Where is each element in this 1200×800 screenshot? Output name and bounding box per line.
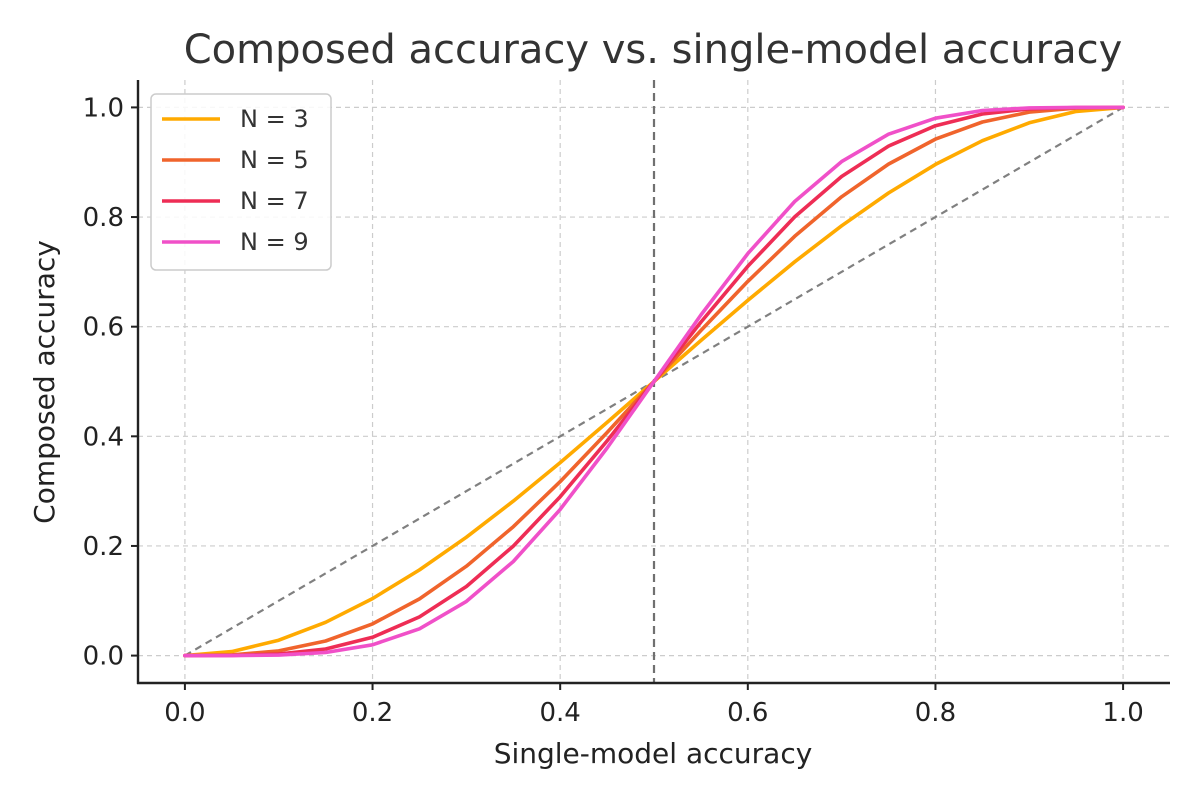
- series-lines: [183, 105, 1125, 658]
- legend-label: N = 7: [240, 187, 309, 215]
- x-tick-label: 1.0: [1102, 698, 1143, 728]
- legend-label: N = 9: [240, 228, 309, 256]
- series-line: [183, 105, 1125, 658]
- x-tick-label: 0.6: [727, 698, 768, 728]
- y-tick-label: 0.6: [83, 313, 124, 343]
- y-tick-label: 0.2: [83, 532, 124, 562]
- y-axis-label: Composed accuracy: [28, 240, 61, 524]
- y-tick-label: 0.8: [83, 203, 124, 233]
- y-tick-label: 0.0: [83, 642, 124, 672]
- legend: N = 3 N = 5 N = 7 N = 9: [150, 93, 332, 271]
- y-tick-label: 1.0: [83, 93, 124, 123]
- tick-labels: 0.0 0.2 0.4 0.6 0.8 1.0 0.0 0.2 0.4 0.6 0.8 1.0: [83, 93, 1144, 728]
- y-tick-label: 0.4: [83, 422, 124, 452]
- x-axis-label: Single-model accuracy: [494, 737, 813, 770]
- axes: [131, 80, 1170, 690]
- x-tick-label: 0.4: [540, 698, 581, 728]
- legend-label: N = 5: [240, 146, 309, 174]
- chart-title: Composed accuracy vs. single-model accur…: [184, 27, 1123, 73]
- legend-label: N = 3: [240, 105, 309, 133]
- legend-box: [150, 93, 332, 271]
- x-tick-label: 0.0: [164, 698, 205, 728]
- x-tick-label: 0.8: [915, 698, 956, 728]
- x-tick-label: 0.2: [352, 698, 393, 728]
